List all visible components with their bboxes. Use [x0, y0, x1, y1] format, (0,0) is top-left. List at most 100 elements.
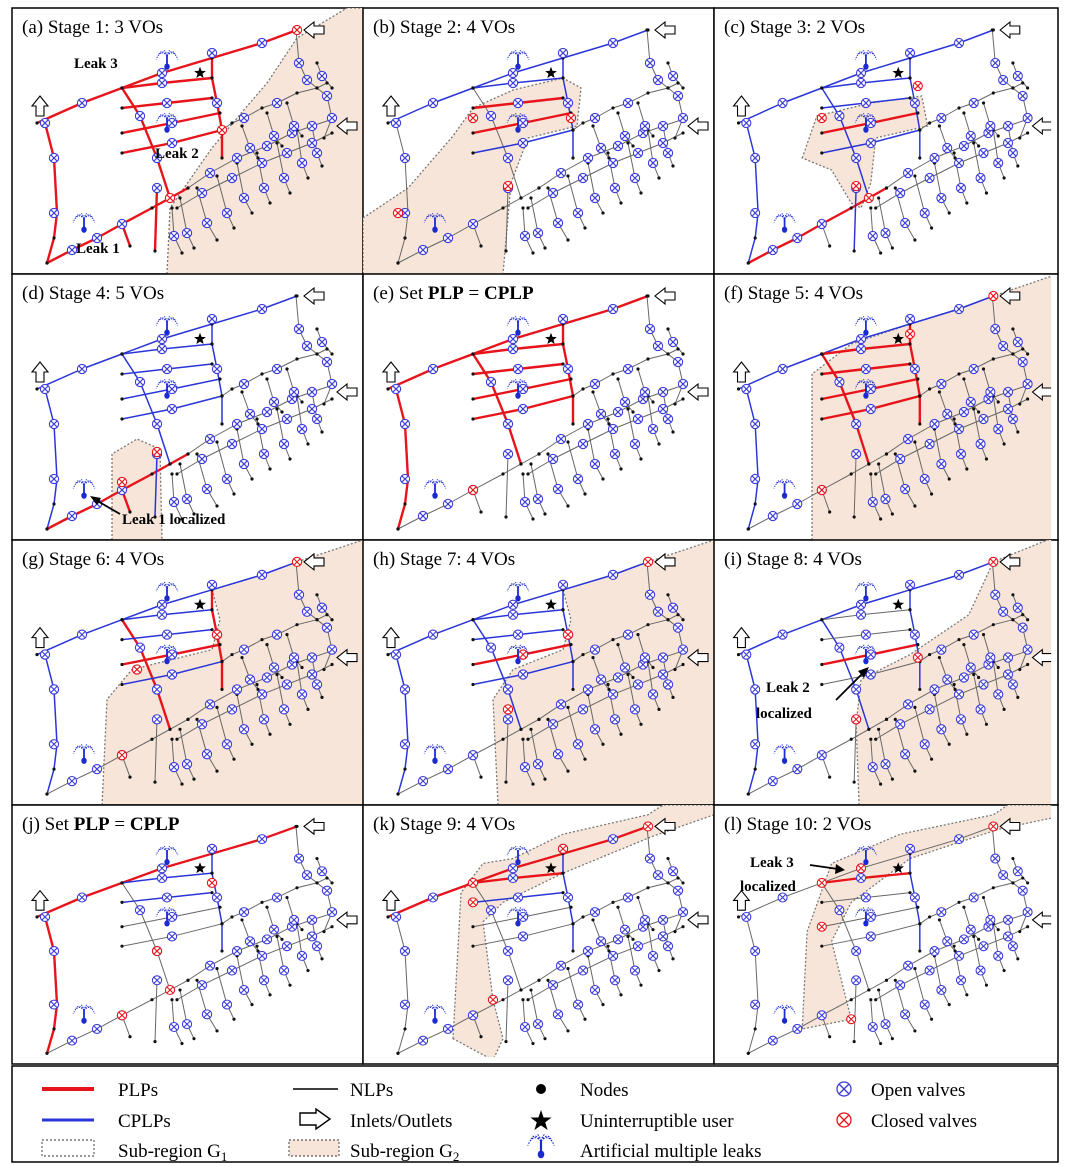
network-node — [120, 417, 124, 421]
open-valve-icon — [647, 689, 659, 700]
open-valve-icon-cross — [597, 937, 605, 945]
network-node — [230, 387, 234, 391]
open-valve-icon-cross — [280, 967, 288, 975]
network-node — [581, 915, 585, 919]
open-valve-icon-cross — [793, 500, 801, 508]
leak-stem — [434, 750, 436, 759]
open-valve-icon — [936, 724, 947, 735]
open-valve-icon — [953, 157, 965, 169]
open-valve-icon-cross — [1019, 358, 1027, 366]
network-node — [315, 86, 319, 90]
open-valve-icon-cross — [313, 415, 321, 423]
open-valve-icon — [577, 438, 589, 450]
open-valve-icon-cross — [751, 685, 759, 694]
open-valve-icon — [116, 218, 128, 230]
network-node — [403, 1027, 407, 1031]
open-valve-icon — [156, 863, 168, 874]
network-node — [195, 452, 199, 456]
open-valve-icon — [942, 408, 953, 420]
closed-valve-icon — [291, 556, 303, 568]
network-node — [820, 417, 824, 421]
leak-spray — [430, 213, 436, 219]
network-node — [220, 156, 224, 160]
uninterruptible-user-legend-label: Uninterruptible user — [580, 1111, 734, 1132]
artificial-leak-fountain-icon — [773, 744, 796, 764]
open-valve-icon — [399, 152, 411, 164]
open-valve-icon-cross — [564, 365, 572, 373]
open-valve-icon — [895, 453, 906, 465]
network-node — [210, 628, 214, 632]
open-valve-icon — [867, 496, 878, 508]
uninterruptible-user-star-icon — [545, 66, 557, 79]
open-valve-icon-cross — [930, 685, 939, 694]
open-valve-icon-cross — [955, 835, 963, 843]
open-valve-icon-cross — [867, 139, 875, 147]
network-node — [867, 462, 871, 466]
open-valve-icon — [767, 244, 778, 256]
open-valve-icon — [953, 423, 965, 435]
network-node — [991, 91, 995, 95]
open-valve-icon-cross — [926, 174, 934, 182]
artificial-leak-fountain-icon — [72, 1004, 96, 1024]
inlet-arrow-icon — [687, 116, 709, 136]
open-valve-icon — [1002, 386, 1014, 398]
open-valve-icon-cross — [649, 159, 657, 167]
open-valve-icon — [268, 396, 280, 408]
open-valve-icon — [532, 759, 544, 770]
open-valve-icon-cross — [574, 740, 582, 748]
open-valve-icon-cross — [401, 475, 409, 483]
open-valve-icon-cross — [258, 39, 266, 47]
network-node — [666, 593, 670, 597]
network-node — [619, 467, 623, 471]
open-valve-icon-cross — [999, 871, 1007, 879]
panel-network — [30, 540, 363, 805]
subregion-g2-area — [855, 540, 1052, 805]
network-node — [566, 504, 570, 508]
leak-spray — [166, 909, 179, 917]
open-valve-icon — [512, 97, 524, 109]
network-node — [315, 352, 319, 356]
open-valve-icon-cross — [659, 405, 667, 413]
open-valve-icon-cross — [206, 700, 214, 708]
open-valve-icon-cross — [591, 986, 599, 994]
open-valve-icon-cross — [994, 159, 1002, 167]
open-valve-icon — [301, 74, 313, 86]
open-valve-icon — [181, 493, 193, 505]
open-valve-icon — [206, 579, 218, 590]
network-node — [984, 983, 989, 987]
open-valve-icon-cross — [857, 611, 865, 619]
open-valve-icon-cross — [669, 72, 677, 80]
inlet-arrow-icon — [303, 817, 325, 836]
open-valve-icon-cross — [852, 450, 860, 458]
network-node — [175, 206, 179, 210]
nlp-pipe — [572, 82, 679, 131]
open-valve-icon-cross — [401, 420, 409, 428]
open-valve-icon — [244, 142, 256, 154]
leak-spray — [83, 481, 96, 489]
open-valve-icon — [609, 975, 621, 986]
leak-body — [863, 595, 869, 602]
open-valve-icon-cross — [921, 1001, 929, 1009]
open-valve-icon-cross — [926, 705, 934, 713]
network-node — [671, 957, 675, 961]
open-valve-icon-cross — [170, 763, 178, 771]
leak-spray — [517, 848, 530, 856]
open-valve-icon-cross — [646, 591, 654, 599]
open-valve-icon-cross — [943, 410, 951, 418]
nlp-pipe — [572, 614, 679, 663]
open-valve-icon — [91, 764, 103, 775]
network-node — [676, 613, 680, 617]
open-valve-icon-cross — [554, 750, 562, 758]
network-node — [636, 633, 640, 637]
network-node — [240, 918, 244, 922]
uninterruptible-user-star-icon — [545, 598, 557, 610]
open-valve-icon — [261, 140, 273, 152]
network-node — [566, 1029, 570, 1033]
open-valve-icon — [985, 652, 996, 663]
open-valve-icon-cross — [298, 690, 306, 698]
leak-spray — [517, 584, 530, 592]
cplp-pipe — [853, 187, 857, 252]
open-valve-icon-cross — [649, 952, 657, 960]
network-node — [869, 737, 873, 741]
open-valve-icon — [519, 1021, 531, 1033]
